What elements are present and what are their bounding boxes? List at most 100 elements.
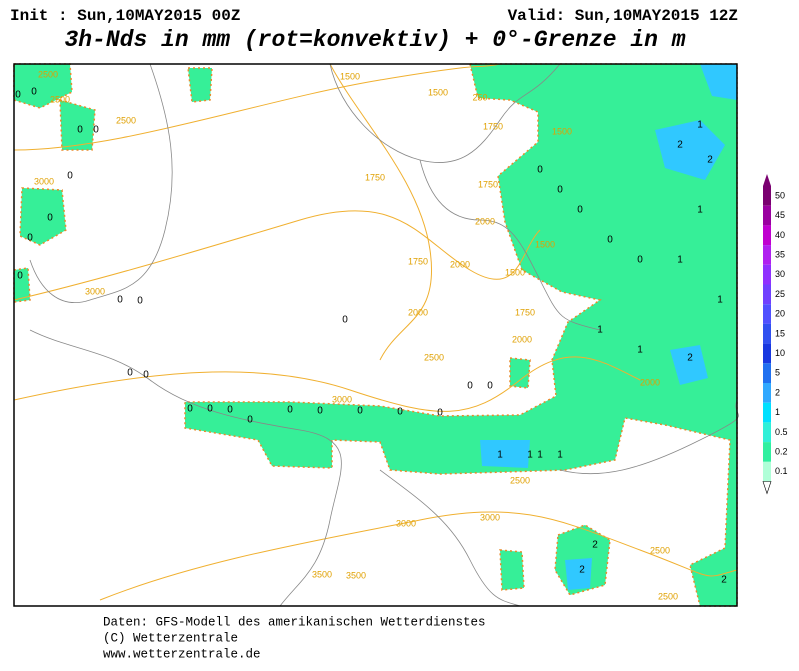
precip-label: 0: [537, 165, 543, 176]
contour-label: 1500: [505, 267, 525, 277]
colorbar-swatch: [763, 442, 771, 462]
colorbar-swatch: [763, 402, 771, 423]
precip-label: 1: [527, 450, 533, 461]
precip-label: 0: [15, 90, 21, 101]
colorbar-label: 0.5: [775, 427, 788, 437]
map: [13, 63, 739, 607]
precip-label: 0: [247, 415, 253, 426]
colorbar-swatch: [763, 245, 771, 265]
colorbar-swatch: [763, 186, 771, 206]
precip-label: 0: [227, 405, 233, 416]
valid-time: Valid: Sun,10MAY2015 12Z: [508, 7, 738, 25]
colorbar-swatch: [763, 264, 771, 285]
contour-label: 2500: [38, 69, 58, 79]
contour-label: 1750: [483, 121, 503, 131]
precip-label: 2: [707, 155, 713, 166]
precip-label: 0: [67, 171, 73, 182]
contour-label: 250: [472, 92, 487, 102]
contour-label: 2500: [650, 545, 670, 555]
precip-label: 0: [17, 271, 23, 282]
colorbar-swatch: [763, 225, 771, 246]
colorbar-cap: [763, 174, 771, 186]
precip-label: 0: [607, 235, 613, 246]
colorbar-label: 5: [775, 368, 780, 378]
precip-label: 0: [127, 368, 133, 379]
precip-label: 0: [357, 406, 363, 417]
precip-label: 0: [143, 370, 149, 381]
colorbar-label: 50: [775, 190, 785, 200]
contour-label: 1750: [515, 307, 535, 317]
precip-label: 0: [487, 381, 493, 392]
contour-label: 1500: [535, 239, 555, 249]
contour-label: 2500: [116, 115, 136, 125]
precip-label: 0: [117, 295, 123, 306]
contour-label: 3000: [396, 518, 416, 528]
precip-label: 0: [77, 125, 83, 136]
colorbar-label: 15: [775, 328, 785, 338]
precip-label: 0: [397, 407, 403, 418]
contour-label: 3500: [346, 570, 366, 580]
map-labels: 2500 2500 1500 1500 250 1750 1500 2500 3000 1750 3…: [15, 69, 727, 601]
contour-label: 1750: [365, 172, 385, 182]
precip-label: 0: [287, 405, 293, 416]
precip-label: 0: [317, 406, 323, 417]
footer-source: Daten: GFS-Modell des amerikanischen Wet…: [103, 615, 486, 629]
footer-copyright: (C) Wetterzentrale: [103, 631, 238, 645]
colorbar-label: 35: [775, 249, 785, 259]
colorbar-swatch: [763, 363, 771, 383]
colorbar-swatch: [763, 284, 771, 305]
precip-label: 2: [592, 540, 598, 551]
colorbar-label: 40: [775, 230, 785, 240]
contour-label: 1750: [478, 179, 498, 189]
precip-label: 2: [677, 140, 683, 151]
colorbar-label: 0.2: [775, 446, 788, 456]
precip-label: 0: [137, 296, 143, 307]
contour-label: 1750: [408, 256, 428, 266]
colorbar: 50 45 40 35 30 25 20 15 10 5 2 1 0.5 0.2 0.1: [762, 174, 788, 495]
contour-label: 2000: [475, 216, 495, 226]
footer-url: www.wetterzentrale.de: [103, 647, 261, 661]
colorbar-label: 0.1: [775, 466, 788, 476]
contour-label: 3000: [34, 176, 54, 186]
colorbar-swatch: [763, 343, 771, 364]
init-time: Init : Sun,10MAY2015 00Z: [10, 7, 240, 25]
contour-label: 2500: [50, 94, 70, 104]
colorbar-label: 45: [775, 210, 785, 220]
freezing-level-contours: [13, 63, 738, 601]
precip-label: 0: [437, 408, 443, 419]
colorbar-swatch: [763, 205, 771, 226]
colorbar-cap: [762, 481, 772, 495]
precip-label: 2: [687, 353, 693, 364]
colorbar-label: 25: [775, 289, 785, 299]
precip-label: 1: [557, 450, 563, 461]
contour-label: 2500: [424, 352, 444, 362]
contour-label: 2000: [640, 377, 660, 387]
precip-label: 2: [721, 575, 727, 586]
contour-label: 2500: [658, 591, 678, 601]
colorbar-label: 1: [775, 407, 780, 417]
colorbar-swatch: [763, 304, 771, 324]
contour-label: 1500: [340, 71, 360, 81]
contour-label: 1500: [552, 126, 572, 136]
precip-label: 1: [597, 325, 603, 336]
colorbar-label: 2: [775, 387, 780, 397]
precip-label: 0: [31, 87, 37, 98]
map-frame: [13, 63, 738, 607]
precip-label: 0: [577, 205, 583, 216]
precip-label: 1: [717, 295, 723, 306]
contour-label: 1500: [428, 87, 448, 97]
precip-label: 1: [537, 450, 543, 461]
contour-label: 3500: [312, 569, 332, 579]
precip-label: 0: [637, 255, 643, 266]
contour-label: 3000: [85, 286, 105, 296]
precip-label: 1: [677, 255, 683, 266]
colorbar-label: 10: [775, 348, 785, 358]
precip-label: 1: [637, 345, 643, 356]
precip-label: 0: [342, 315, 348, 326]
precip-label: 0: [207, 404, 213, 415]
colorbar-swatch: [763, 461, 771, 482]
colorbar-label: 20: [775, 309, 785, 319]
colorbar-swatch: [763, 422, 771, 443]
precip-label: 0: [47, 213, 53, 224]
